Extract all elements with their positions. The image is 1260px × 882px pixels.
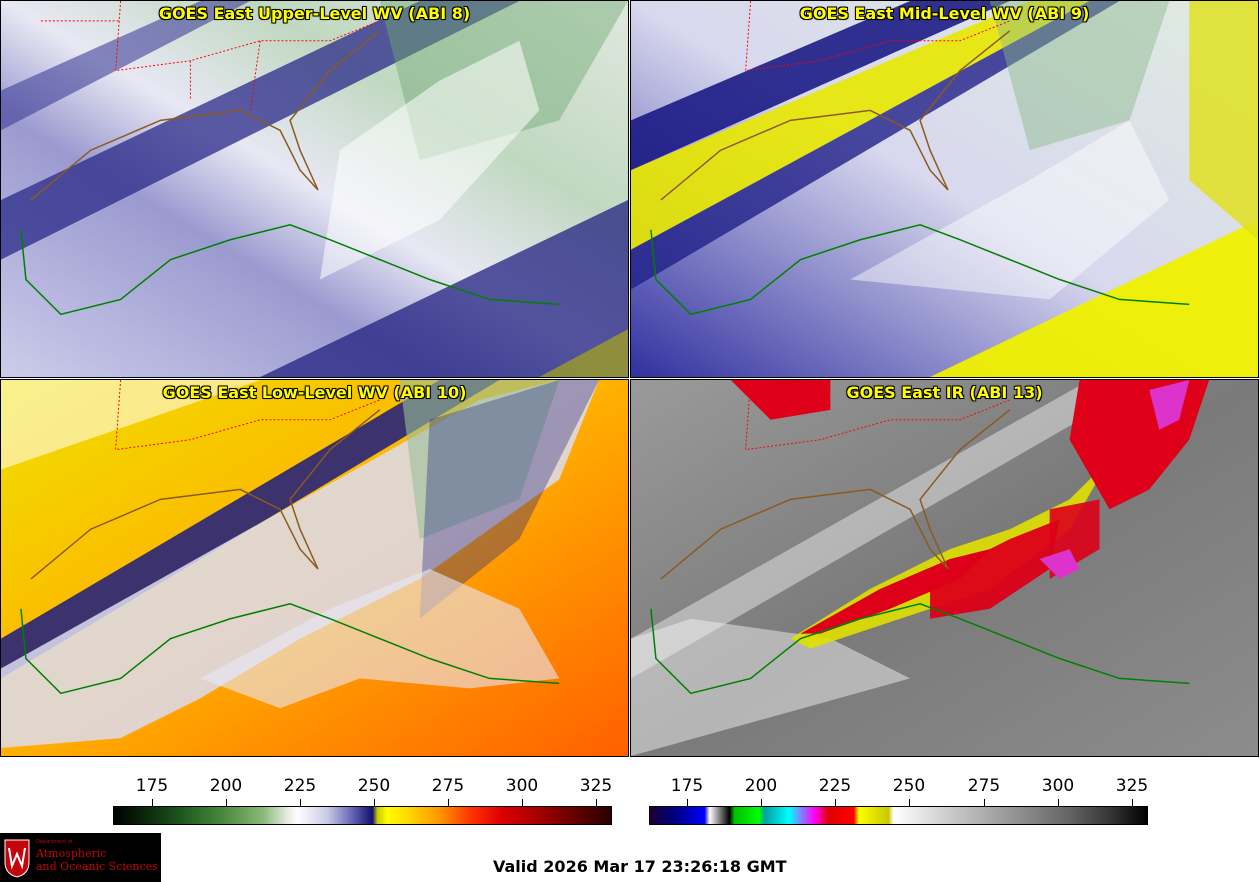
colorbar-tick-label: 175 [670,776,704,796]
panel-title: GOES East IR (ABI 13) [846,383,1043,402]
colorbar-tick [300,799,301,806]
colorbar-tick-label: 225 [283,776,317,796]
colorbar-tick-label: 275 [967,776,1001,796]
colorbar-tick-label: 300 [505,776,539,796]
colorbar-tick [835,799,836,806]
colorbar-tick-label: 200 [744,776,778,796]
colorbar-tick [522,799,523,806]
uw-crest-icon [4,839,30,878]
colorbar-tick [984,799,985,806]
colorbar-tick [374,799,375,806]
mid-level-wv-panel: GOES East Mid-Level WV (ABI 9) [630,0,1259,378]
colorbar-tick [1132,799,1133,806]
low-level-wv-panel: GOES East Low-Level WV (ABI 10) [0,379,629,757]
colorbar-tick-label: 225 [818,776,852,796]
wv-colorbar [113,806,612,825]
upper-level-wv-panel: GOES East Upper-Level WV (ABI 8) [0,0,629,378]
panel-title: GOES East Low-Level WV (ABI 10) [162,383,467,402]
colorbar-tick [152,799,153,806]
mid-level-wv-image [631,1,1258,377]
colorbar-tick-label: 175 [135,776,169,796]
colorbar-tick [1058,799,1059,806]
colorbar-tick [761,799,762,806]
ir-panel: GOES East IR (ABI 13) [630,379,1259,757]
logo-line-atmospheric: Atmospheric [36,847,107,860]
panel-title: GOES East Mid-Level WV (ABI 9) [799,4,1090,23]
logo-line-department: Department of [36,839,73,845]
colorbar-tick [448,799,449,806]
panel-title: GOES East Upper-Level WV (ABI 8) [158,4,471,23]
upper-level-wv-image [1,1,628,377]
colorbar-tick-label: 300 [1041,776,1075,796]
low-level-wv-image [1,380,628,756]
colorbar-tick-label: 200 [209,776,243,796]
colorbar-tick [596,799,597,806]
colorbar-tick [687,799,688,806]
aos-logo: Department of Atmospheric and Oceanic Sc… [0,833,161,882]
valid-time-label: Valid 2026 Mar 17 23:26:18 GMT [493,857,787,876]
colorbar-tick-label: 325 [579,776,613,796]
colorbar-tick-label: 275 [431,776,465,796]
colorbar-tick [909,799,910,806]
logo-line-oceanic: and Oceanic Sciences [36,860,158,873]
ir-image [631,380,1258,756]
colorbar-tick-label: 250 [892,776,926,796]
colorbar-tick-label: 250 [357,776,391,796]
colorbar-tick-label: 325 [1115,776,1149,796]
ir-colorbar [649,806,1148,825]
colorbar-tick [226,799,227,806]
